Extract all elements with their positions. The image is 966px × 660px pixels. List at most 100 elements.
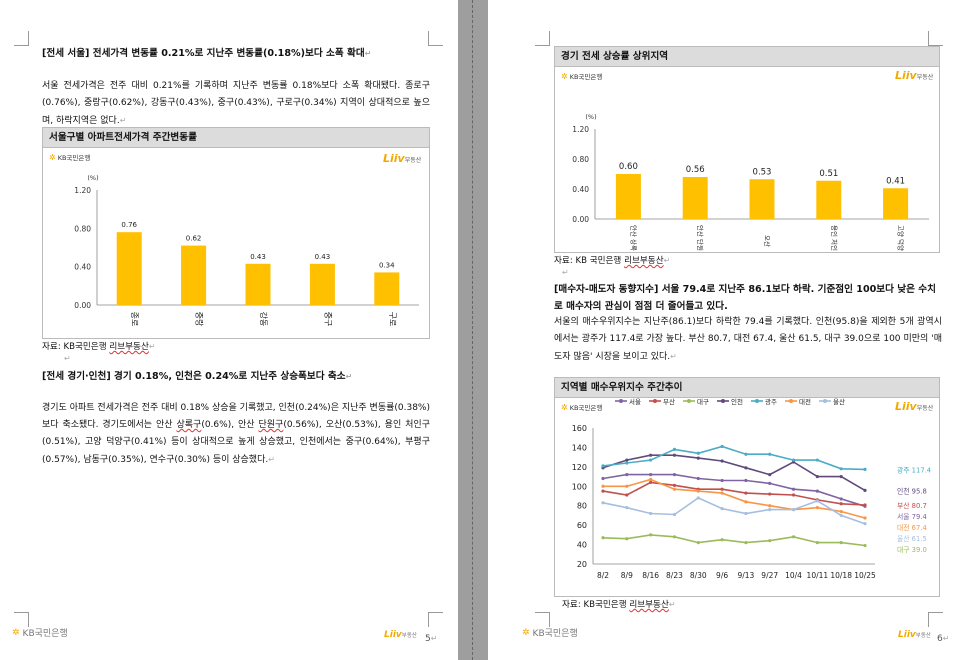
- data-point: [625, 493, 629, 497]
- source-note: 자료: KB국민은행 리브부동산↵: [42, 342, 156, 352]
- paragraph-index: 서울의 매수우위지수는 지난주(86.1)보다 하락한 79.4를 기록했다. …: [554, 317, 942, 362]
- data-point: [863, 543, 867, 548]
- source-note: 자료: KB 국민은행 리브부동산↵: [554, 256, 671, 266]
- series-end-label: 광주 117.4: [897, 466, 931, 474]
- chart-title: 경기 전세 상승률 상위지역: [555, 47, 939, 67]
- data-point: [744, 500, 748, 504]
- data-point: [625, 506, 629, 510]
- legend-label: 서울: [629, 398, 641, 406]
- bar-value-label: 0.56: [686, 165, 705, 175]
- x-tick-label: 8/16: [642, 571, 659, 580]
- data-point: [720, 507, 724, 511]
- data-point: [768, 473, 772, 477]
- y-tick-label: 40: [577, 541, 587, 550]
- data-point: [601, 536, 605, 540]
- data-point: [815, 474, 819, 479]
- category-label: 중랑: [195, 312, 205, 327]
- legend-marker: [789, 399, 793, 403]
- y-tick-label: 0.80: [572, 155, 589, 164]
- chart-title: 서울구별 아파트전세가격 주간변동률: [43, 128, 429, 148]
- line-chart-index: 20 40 60 80 100 120 140 160 8/2 8/9 8/16 8/23 8/30 9/…: [572, 398, 931, 580]
- category-label: 오산: [763, 235, 772, 247]
- bar: [245, 263, 271, 305]
- data-point: [720, 478, 724, 483]
- x-tick-label: 8/30: [690, 571, 707, 580]
- data-point: [696, 451, 700, 455]
- data-point: [768, 481, 772, 485]
- liiv-logo: Liiv부동산: [895, 400, 934, 413]
- kb-star-icon: ✲: [12, 627, 20, 638]
- legend-marker: [687, 399, 691, 403]
- data-point: [649, 477, 653, 482]
- category-label: 용인 처인구: [830, 225, 839, 251]
- data-point: [863, 467, 867, 471]
- y-tick-label: 100: [572, 482, 587, 491]
- crop-mark: [14, 612, 29, 627]
- data-point: [625, 484, 629, 488]
- crop-mark: [535, 612, 550, 627]
- legend-label: 대전: [799, 398, 811, 406]
- bar-value-label: 0.43: [250, 253, 266, 261]
- page-5: [전세 서울] 전세가격 변동률 0.21%로 지난주 변동률(0.18%)보다…: [0, 0, 458, 660]
- page-number: 6↵: [937, 634, 950, 644]
- data-point: [625, 458, 629, 462]
- bar-value-label: 0.43: [315, 253, 331, 261]
- category-label: 안산 단원구: [696, 225, 705, 251]
- paragraph-mark: ↵: [64, 354, 71, 363]
- footer-kb-logo: ✲ KB국민은행: [522, 627, 578, 640]
- legend-label: 광주: [765, 398, 777, 406]
- data-point: [768, 492, 772, 496]
- y-tick-label: 80: [577, 502, 587, 511]
- series-end-label: 대구 39.0: [897, 546, 927, 554]
- bar: [374, 272, 400, 305]
- category-label: 안산 상록구: [629, 225, 638, 251]
- data-point: [672, 483, 677, 487]
- data-point: [696, 541, 700, 545]
- liiv-logo: Liiv부동산: [895, 69, 934, 82]
- y-tick-label: 0.00: [572, 215, 589, 224]
- data-point: [815, 489, 819, 493]
- bar-value-label: 0.62: [186, 235, 202, 243]
- data-point: [601, 484, 605, 488]
- data-point: [815, 506, 819, 510]
- data-point: [625, 537, 629, 541]
- data-point: [863, 522, 867, 526]
- crop-mark: [535, 31, 550, 46]
- kb-star-icon: ✲: [561, 402, 568, 412]
- bar-value-label: 0.51: [819, 169, 838, 179]
- series-end-label: 대전 67.4: [897, 523, 927, 532]
- data-point: [791, 535, 796, 539]
- y-tick-label: 120: [572, 463, 587, 472]
- y-unit-label: (%): [87, 174, 98, 182]
- x-tick-label: 8/9: [621, 571, 633, 580]
- paragraph-seoul: 서울 전세가격은 전주 대비 0.21%를 기록하며 지난주 변동률 0.18%…: [42, 81, 430, 126]
- category-label: 중구: [323, 312, 332, 327]
- data-point: [768, 452, 772, 456]
- data-point: [672, 453, 677, 457]
- data-point: [625, 473, 629, 477]
- data-point: [672, 487, 677, 491]
- bar-value-label: 0.53: [753, 167, 772, 177]
- data-point: [815, 458, 819, 462]
- data-point: [744, 491, 748, 495]
- data-point: [768, 504, 772, 508]
- page-number: 5↵: [425, 634, 438, 644]
- x-tick-label: 9/13: [737, 571, 754, 580]
- paragraph-mark: ↵: [562, 268, 569, 277]
- bar-chart-gyeonggi: (%) 0.00 0.40 0.80 1.20 0.60 안산 상록구 0.56 안산 단원구 0…: [572, 113, 929, 251]
- bar-value-label: 0.34: [379, 261, 395, 269]
- bar: [309, 263, 335, 305]
- data-point: [720, 538, 724, 542]
- bar: [181, 245, 207, 305]
- y-tick-label: 0.00: [74, 301, 91, 310]
- data-point: [839, 513, 843, 518]
- series-line: [602, 481, 866, 506]
- legend-marker: [823, 399, 827, 403]
- data-point: [744, 452, 748, 456]
- bar: [615, 174, 641, 219]
- data-point: [672, 447, 677, 451]
- data-point: [791, 493, 796, 497]
- series-line: [602, 496, 866, 525]
- series-line: [602, 473, 866, 508]
- page-gutter: [458, 0, 488, 660]
